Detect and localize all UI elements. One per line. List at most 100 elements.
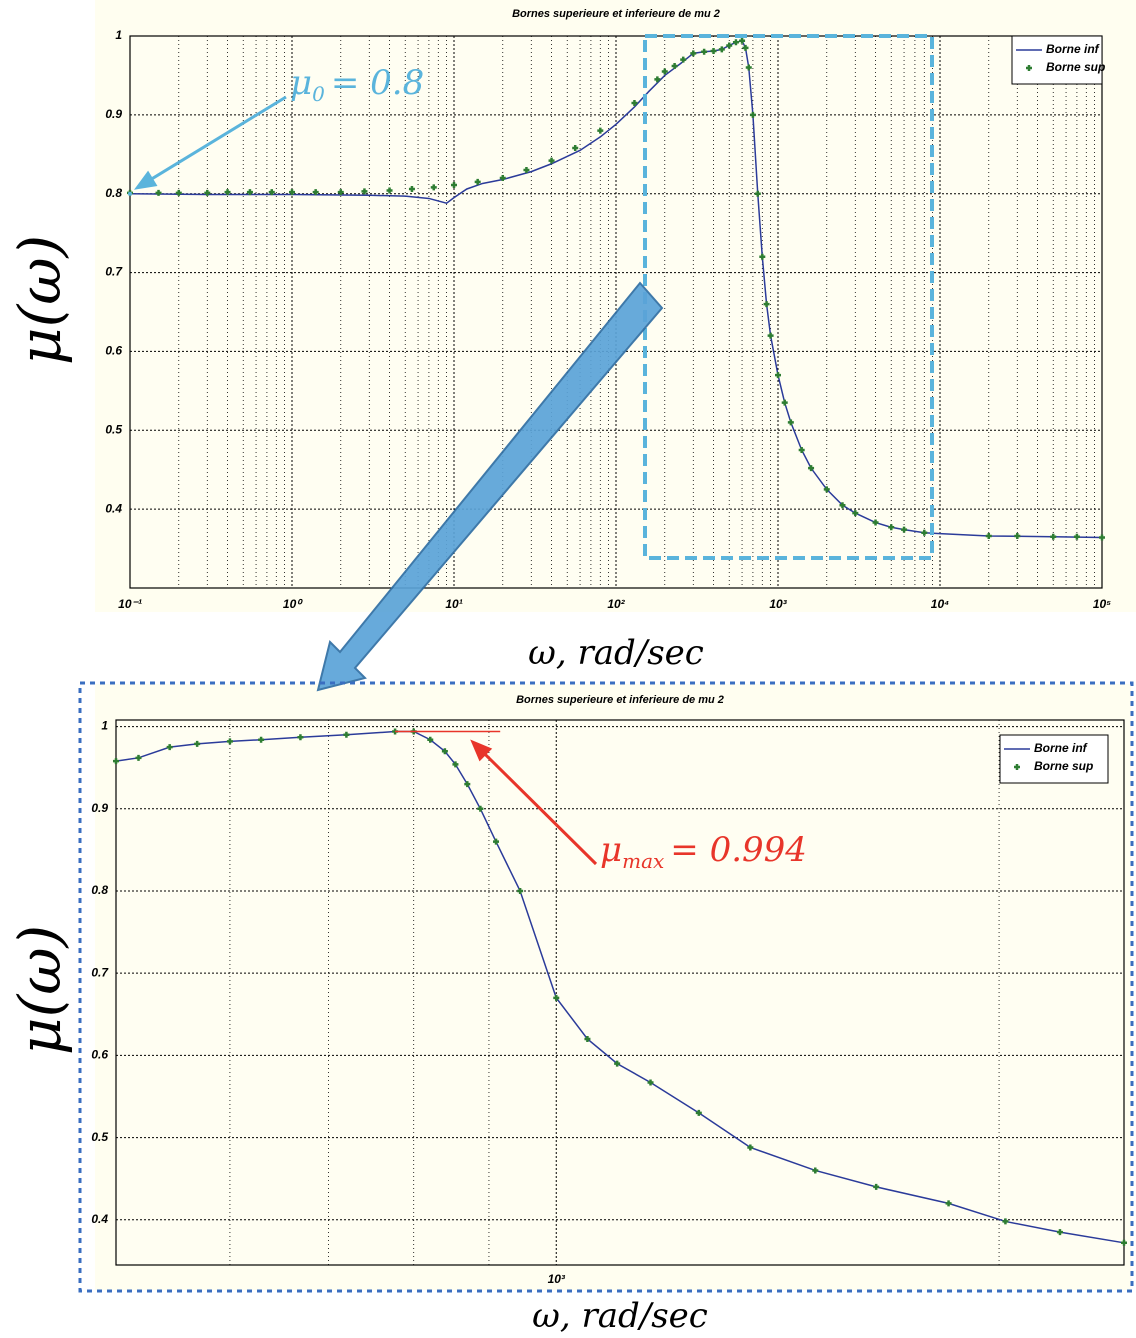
y-axis-label: μ(ω) [6, 235, 74, 365]
series-marker [647, 1079, 654, 1086]
series-marker [781, 399, 788, 406]
annotation-point [128, 191, 132, 196]
series-marker [823, 486, 830, 493]
series-marker [888, 524, 895, 531]
series-marker [767, 332, 774, 339]
legend-label: Borne sup [1034, 759, 1093, 773]
series-marker [343, 731, 350, 738]
series-marker [155, 189, 162, 196]
y-tick-label: 0.9 [91, 801, 108, 815]
y-tick-label: 0.7 [105, 265, 123, 279]
series-marker [775, 372, 781, 379]
annotation-arrow [481, 750, 598, 866]
series-marker [337, 189, 344, 196]
series-marker [427, 736, 434, 743]
series-marker [921, 529, 928, 536]
series-marker [701, 48, 708, 55]
y-tick-label: 0.4 [91, 1212, 108, 1226]
series-marker [1014, 532, 1021, 539]
annotation-arrowhead [134, 170, 158, 190]
plot-area [116, 720, 1124, 1265]
series-marker [808, 465, 815, 472]
x-tick-label: 10⁰ [283, 597, 303, 611]
legend-label: Borne inf [1046, 42, 1100, 56]
x-tick-label: 10⁻¹ [118, 597, 142, 611]
series-marker [690, 50, 697, 57]
legend-swatch [1014, 764, 1020, 770]
series-marker [710, 47, 717, 54]
series-marker [597, 127, 604, 134]
annotation-part: = 0.8 [331, 63, 424, 103]
annotation-label: μmax = 0.994 [600, 830, 807, 873]
series-marker [671, 62, 678, 69]
series-marker [499, 174, 506, 181]
series-marker [614, 1060, 621, 1067]
series-marker [474, 178, 481, 185]
annotation-label: μ0 = 0.8 [290, 63, 424, 106]
series-marker [852, 510, 859, 517]
series-marker [523, 167, 530, 174]
x-axis-label: ω, rad/sec [532, 1296, 708, 1336]
series-marker [631, 100, 638, 107]
annotation-arrow [148, 95, 287, 182]
legend-label: Borne inf [1034, 741, 1088, 755]
series-marker [464, 781, 471, 788]
chart-title: Bornes superieure et inferieure de mu 2 [516, 694, 724, 706]
x-axis-label: ω, rad/sec [528, 633, 704, 673]
y-tick-label: 0.6 [91, 1048, 108, 1062]
series-marker [787, 419, 794, 426]
x-tick-label: 10⁵ [1093, 597, 1111, 611]
series-marker [113, 758, 119, 765]
y-tick-label: 0.6 [105, 344, 122, 358]
series-marker [812, 1167, 819, 1174]
series-marker [873, 1183, 880, 1190]
series-marker [745, 64, 752, 71]
series-marker [726, 42, 733, 49]
series-marker [517, 887, 524, 894]
legend-box [1011, 35, 1103, 85]
series-marker [985, 532, 992, 539]
series-marker [361, 188, 368, 195]
chart-top: Bornes superieure et inferieure de mu 2 1… [6, 8, 1111, 673]
legend-box [999, 734, 1109, 784]
series-marker [798, 447, 805, 453]
chart-title: Bornes superieure et inferieure de mu 2 [512, 8, 720, 20]
x-tick-label: 10⁴ [931, 597, 949, 611]
series-marker [441, 748, 448, 755]
annotation-arrowhead [470, 739, 493, 762]
annotation-part: max [622, 849, 664, 873]
series-marker [901, 526, 908, 533]
series-marker [408, 185, 415, 192]
series-marker [548, 157, 555, 164]
series-marker [194, 740, 201, 747]
series-marker [732, 39, 739, 46]
series-marker [1056, 1229, 1063, 1236]
series-marker [759, 253, 766, 260]
plot-frame [129, 35, 1103, 589]
series-marker [297, 734, 304, 741]
x-tick-label: 10¹ [445, 597, 462, 611]
plot-frame [115, 719, 1125, 1266]
series-marker [839, 502, 846, 509]
series-marker [1002, 1218, 1009, 1225]
y-axis-label: μ(ω) [6, 925, 74, 1055]
series-marker [654, 76, 661, 83]
series-marker [135, 754, 142, 761]
series-marker [1073, 533, 1080, 540]
series-marker [718, 46, 725, 53]
series-marker [749, 111, 756, 118]
series-marker [553, 994, 560, 1001]
series-marker [493, 838, 500, 845]
series-line [129, 39, 1103, 539]
series-marker [289, 189, 295, 196]
y-tick-label: 0.5 [91, 1130, 108, 1144]
series-marker [386, 187, 393, 194]
annotation-part: = 0.994 [670, 830, 807, 870]
annotation-part: μ [290, 63, 312, 103]
series-marker [763, 301, 770, 308]
series-marker [584, 1035, 591, 1042]
y-tick-label: 0.4 [105, 501, 122, 515]
series-marker [166, 744, 173, 751]
y-tick-label: 0.5 [105, 422, 122, 436]
chart-bottom: Bornes superieure et inferieure de mu 2 1… [6, 694, 1127, 1336]
